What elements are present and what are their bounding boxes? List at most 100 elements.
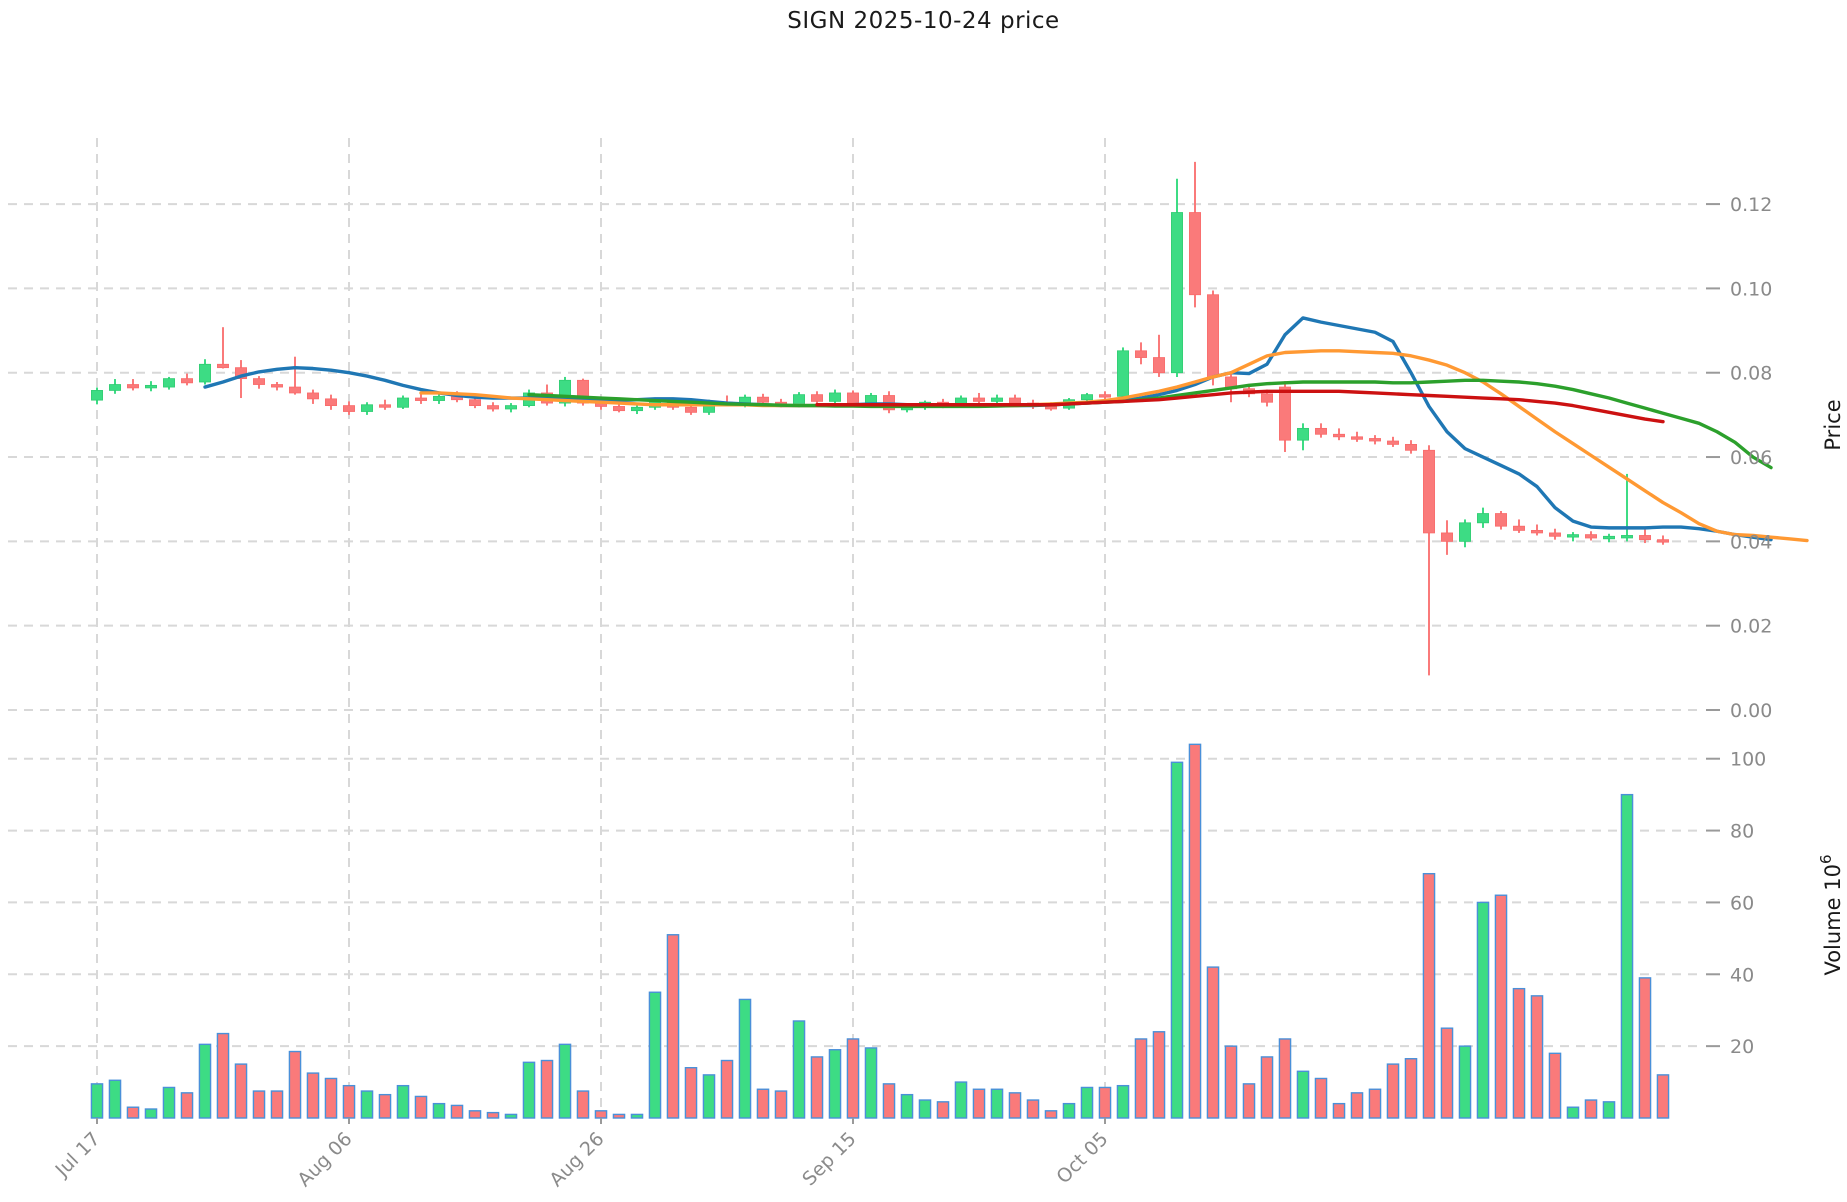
candlestick — [379, 399, 391, 410]
candlestick — [1117, 347, 1129, 399]
candlestick — [361, 402, 373, 415]
volume-bar — [1656, 1074, 1670, 1119]
moving-average-lines — [203, 316, 1809, 543]
ma-line — [419, 349, 1809, 543]
volume-bar — [1566, 1106, 1580, 1119]
volume-bar — [1476, 901, 1490, 1119]
volume-bar — [144, 1108, 158, 1119]
volume-bar — [792, 1020, 806, 1119]
svg-text:Oct 05: Oct 05 — [1052, 1128, 1112, 1188]
volume-bar — [1620, 793, 1634, 1119]
volume-bar — [1314, 1077, 1328, 1119]
candlestick — [217, 327, 229, 369]
candlestick — [757, 393, 769, 405]
volume-bar — [1296, 1070, 1310, 1119]
svg-text:100: 100 — [1730, 749, 1766, 771]
volume-bar — [108, 1079, 122, 1119]
volume-bar — [1332, 1102, 1346, 1119]
ma-line — [815, 389, 1665, 424]
svg-text:0.08: 0.08 — [1730, 363, 1772, 385]
volume-bar — [882, 1083, 896, 1119]
volume-bar — [270, 1090, 284, 1119]
volume-bar — [486, 1111, 500, 1119]
svg-text:0.10: 0.10 — [1730, 278, 1772, 300]
candlestick — [1657, 535, 1669, 545]
volume-bar — [198, 1043, 212, 1119]
volume-bar — [1458, 1045, 1472, 1119]
volume-bar — [1170, 761, 1184, 1119]
volume-bar — [378, 1093, 392, 1119]
chart-title: SIGN 2025-10-24 price — [787, 8, 1060, 34]
candlestick — [1171, 178, 1183, 377]
volume-bar — [1368, 1088, 1382, 1119]
svg-text:Aug 26: Aug 26 — [545, 1128, 608, 1191]
svg-text:80: 80 — [1730, 821, 1754, 843]
axis-labels: Jul 17 Aug 06 Aug 26 Sep 15 Oct 05 0.12 0.10 0.… — [51, 194, 1845, 1191]
volume-bar — [1638, 977, 1652, 1119]
svg-text:Aug 06: Aug 06 — [293, 1128, 356, 1191]
candlestick — [1603, 533, 1615, 543]
volume-bar — [1242, 1083, 1256, 1119]
volume-bar — [900, 1093, 914, 1119]
candlestick — [1639, 529, 1651, 544]
volume-bar — [648, 991, 662, 1119]
volume-bar — [702, 1074, 716, 1119]
candlestick — [1207, 290, 1219, 386]
volume-bar — [234, 1063, 248, 1119]
candlestick — [1423, 445, 1435, 676]
volume-bar — [828, 1049, 842, 1119]
volume-bar — [360, 1090, 374, 1119]
svg-text:Sep 15: Sep 15 — [798, 1128, 860, 1190]
volume-bar — [504, 1113, 518, 1119]
candlestick — [1099, 391, 1111, 400]
volume-bar — [990, 1088, 1004, 1119]
ma-line — [203, 316, 1773, 542]
candlestick — [91, 387, 103, 405]
candlestick — [1153, 334, 1165, 377]
candlestick — [1351, 431, 1363, 442]
volume-bar — [1530, 995, 1544, 1119]
volume-bar — [666, 934, 680, 1119]
candlestick — [1477, 507, 1489, 528]
volume-bar — [324, 1077, 338, 1119]
volume-bar — [540, 1059, 554, 1119]
volume-bar — [594, 1110, 608, 1119]
candlestick — [1621, 473, 1633, 542]
svg-text:60: 60 — [1730, 892, 1754, 914]
candlestick — [487, 402, 499, 412]
volume-bar — [162, 1086, 176, 1119]
volume-bar — [972, 1088, 986, 1119]
candlestick — [613, 403, 625, 413]
volume-bar — [1080, 1086, 1094, 1119]
volume-bar — [396, 1084, 410, 1119]
candlestick — [829, 389, 841, 404]
svg-text:Jul 17: Jul 17 — [51, 1128, 105, 1182]
candlestick — [109, 379, 121, 394]
svg-text:0.00: 0.00 — [1730, 700, 1772, 722]
volume-bar — [1044, 1110, 1058, 1119]
volume-bar — [1422, 872, 1436, 1119]
volume-bar — [810, 1056, 824, 1119]
volume-bar — [1386, 1063, 1400, 1119]
volume-bar — [432, 1102, 446, 1119]
candlestick — [1567, 532, 1579, 542]
candlestick — [271, 381, 283, 391]
volume-bar — [720, 1059, 734, 1119]
volume-bar — [1224, 1045, 1238, 1119]
volume-bar — [252, 1090, 266, 1119]
candlestick — [1369, 435, 1381, 445]
volume-bar — [1494, 894, 1508, 1119]
candlestick — [127, 379, 139, 391]
volume-bar — [1404, 1058, 1418, 1119]
candlestick — [1459, 519, 1471, 548]
candlestick — [1513, 519, 1525, 533]
gridlines — [8, 138, 1702, 1118]
candlestick — [1549, 528, 1561, 540]
candlestick — [811, 391, 823, 404]
volume-bar — [1062, 1102, 1076, 1119]
volume-bar — [864, 1047, 878, 1119]
volume-bar — [1026, 1099, 1040, 1119]
candlestick — [181, 373, 193, 386]
